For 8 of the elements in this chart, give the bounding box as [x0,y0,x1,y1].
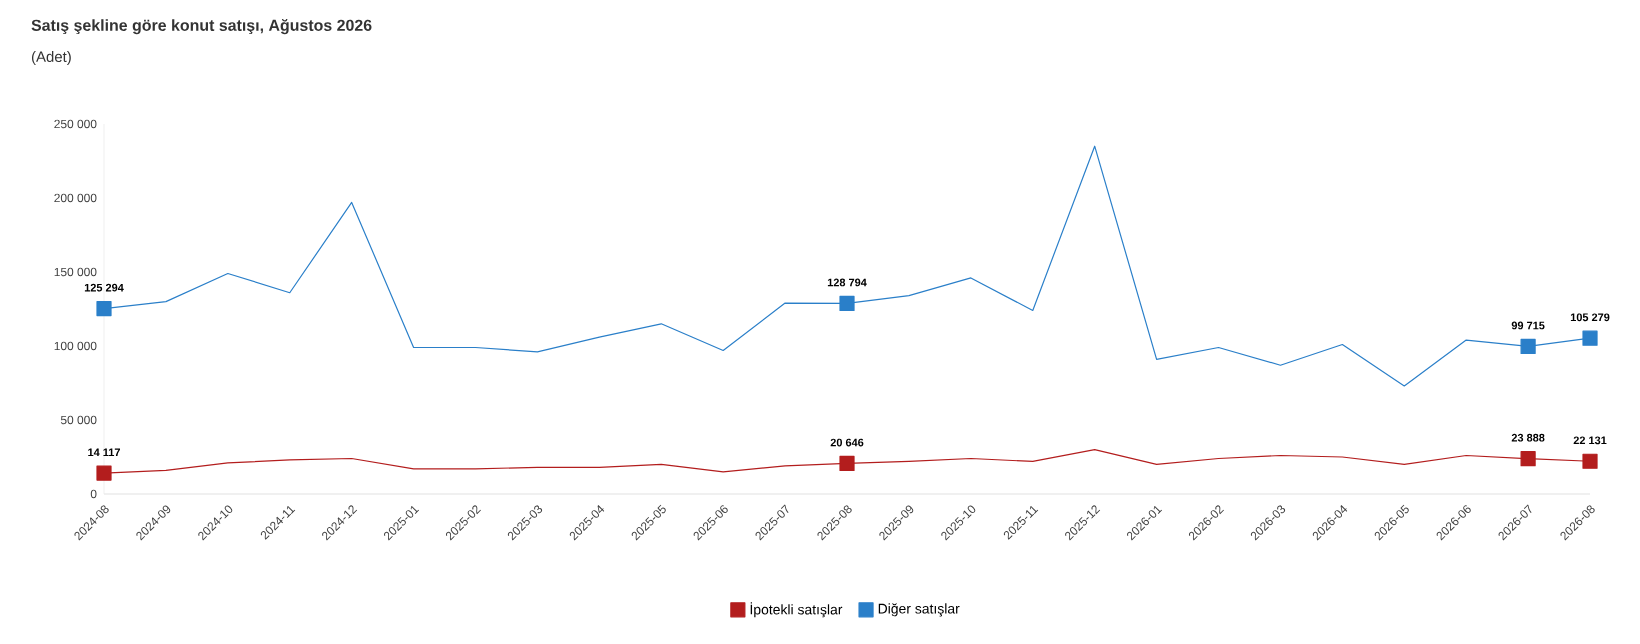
point [1582,330,1598,346]
point [1520,451,1536,467]
point [839,455,855,472]
point [96,300,112,317]
point [96,465,112,481]
point [839,295,855,311]
point [1582,453,1598,469]
point [1520,338,1536,355]
